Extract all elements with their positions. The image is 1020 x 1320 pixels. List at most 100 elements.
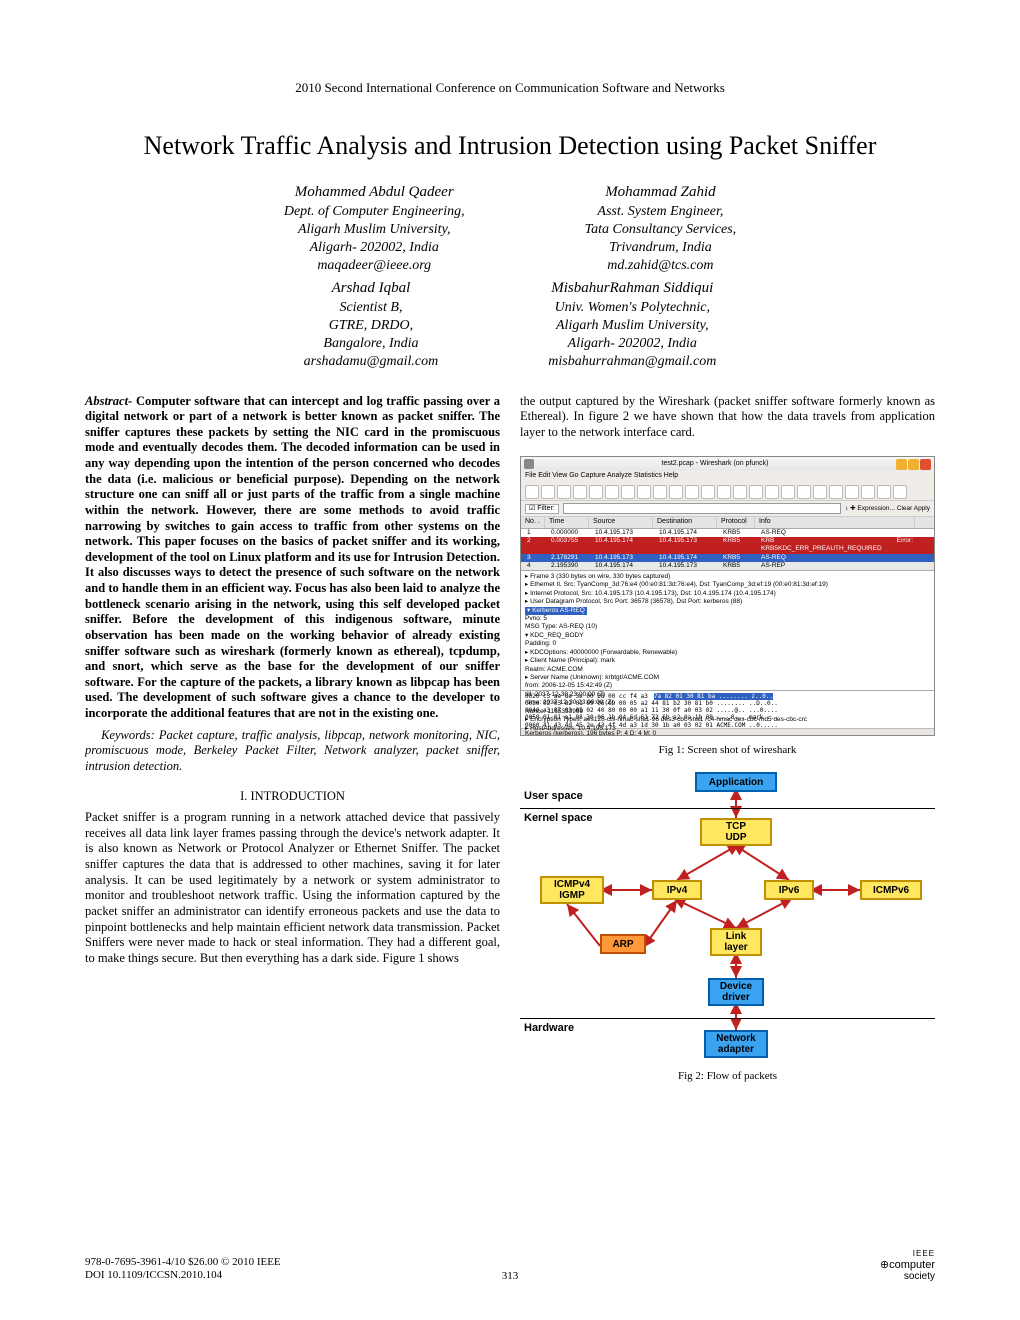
ws-packet-row[interactable]: 10.00000010.4.195.17310.4.195.174KRB5AS-… — [521, 529, 934, 537]
ws-toolbar-icon[interactable] — [541, 485, 555, 499]
maximize-icon[interactable] — [908, 459, 919, 470]
logo-ieee: IEEE — [880, 1249, 935, 1258]
ws-toolbar-icon[interactable] — [829, 485, 843, 499]
ws-column-header[interactable]: No. . — [521, 517, 545, 528]
abstract-label: Abstract- — [85, 394, 132, 408]
ws-toolbar[interactable] — [521, 483, 934, 501]
ws-toolbar-icon[interactable] — [605, 485, 619, 499]
authors-row-1: Mohammed Abdul Qadeer Dept. of Computer … — [85, 183, 935, 275]
ws-toolbar-icon[interactable] — [877, 485, 891, 499]
flow-node-icmp6: ICMPv6 — [860, 880, 922, 900]
ws-toolbar-icon[interactable] — [749, 485, 763, 499]
ws-column-header[interactable]: Protocol — [717, 517, 755, 528]
doi-line: DOI 10.1109/ICCSN.2010.104 — [85, 1269, 281, 1282]
ws-packet-header: No. .TimeSourceDestinationProtocolInfo — [521, 517, 934, 529]
ws-toolbar-icon[interactable] — [845, 485, 859, 499]
flow-node-ipv6: IPv6 — [764, 880, 814, 900]
author-3: Arshad Iqbal Scientist B, GTRE, DRDO, Ba… — [304, 279, 439, 371]
ws-column-header[interactable]: Source — [589, 517, 653, 528]
author-affil: Aligarh Muslim University, — [284, 221, 465, 239]
ws-toolbar-icon[interactable] — [765, 485, 779, 499]
close-icon[interactable] — [920, 459, 931, 470]
ws-toolbar-icon[interactable] — [733, 485, 747, 499]
author-name: Mohammed Abdul Qadeer — [284, 183, 465, 203]
author-name: Arshad Iqbal — [304, 279, 439, 299]
ws-toolbar-icon[interactable] — [557, 485, 571, 499]
intro-paragraph: Packet sniffer is a program running in a… — [85, 810, 500, 966]
two-column-body: Abstract- Computer software that can int… — [85, 394, 935, 1098]
ws-toolbar-icon[interactable] — [525, 485, 539, 499]
flow-node-icmp4: ICMPv4IGMP — [540, 876, 604, 904]
page-number: 313 — [502, 1270, 519, 1282]
ws-toolbar-icon[interactable] — [653, 485, 667, 499]
flow-node-ipv4: IPv4 — [652, 880, 702, 900]
author-affil: Dept. of Computer Engineering, — [284, 203, 465, 221]
col2-paragraph: the output captured by the Wireshark (pa… — [520, 394, 935, 441]
kernel-space-label: Kernel space — [524, 812, 592, 826]
author-affil: Aligarh- 202002, India — [284, 239, 465, 257]
hardware-label: Hardware — [524, 1022, 574, 1036]
author-affil: GTRE, DRDO, — [304, 317, 439, 335]
author-name: MisbahurRahman Siddiqui — [548, 279, 716, 299]
keywords-text: Keywords: Packet capture, traffic analys… — [85, 728, 500, 773]
minimize-icon[interactable] — [896, 459, 907, 470]
ieee-cs-logo: IEEE ⊕computer society — [880, 1249, 935, 1282]
keywords: Keywords: Packet capture, traffic analys… — [85, 728, 500, 775]
author-affil: Aligarh- 202002, India — [548, 335, 716, 353]
author-affil: Univ. Women's Polytechnic, — [548, 299, 716, 317]
abstract-text: Computer software that can intercept and… — [85, 394, 500, 721]
author-email: maqadeer@ieee.org — [284, 257, 465, 275]
left-column: Abstract- Computer software that can int… — [85, 394, 500, 1098]
abstract: Abstract- Computer software that can int… — [85, 394, 500, 722]
ws-toolbar-icon[interactable] — [621, 485, 635, 499]
flow-node-driver: Devicedriver — [708, 978, 764, 1006]
ws-toolbar-icon[interactable] — [797, 485, 811, 499]
author-affil: Scientist B, — [304, 299, 439, 317]
ws-packet-row[interactable]: 20.00375510.4.195.17410.4.195.173KRB5KRB… — [521, 537, 934, 553]
ws-toolbar-icon[interactable] — [573, 485, 587, 499]
author-affil: Trivandrum, India — [585, 239, 737, 257]
ws-packet-list[interactable]: No. .TimeSourceDestinationProtocolInfo 1… — [521, 517, 934, 569]
author-affil: Asst. System Engineer, — [585, 203, 737, 221]
ws-menubar[interactable]: File Edit View Go Capture Analyze Statis… — [521, 471, 934, 483]
ws-column-header[interactable]: Destination — [653, 517, 717, 528]
ws-toolbar-icon[interactable] — [861, 485, 875, 499]
ws-toolbar-icon[interactable] — [717, 485, 731, 499]
flow-divider — [520, 1018, 935, 1019]
ws-filterbar: ☑ Filter: ↕ ✚ Expression... Clear Apply — [521, 501, 934, 517]
logo-society: society — [880, 1271, 935, 1282]
conference-header: 2010 Second International Conference on … — [85, 80, 935, 96]
logo-computer: ⊕computer — [880, 1258, 935, 1271]
filter-buttons[interactable]: ↕ ✚ Expression... Clear Apply — [845, 505, 930, 513]
ws-statusbar: Kerberos (kerberos), 196 bytes P: 4 D: 4… — [521, 728, 934, 737]
ws-sys-icon — [524, 459, 534, 469]
filter-input[interactable] — [563, 503, 841, 514]
flow-node-app: Application — [695, 772, 777, 792]
author-affil: Aligarh Muslim University, — [548, 317, 716, 335]
author-1: Mohammed Abdul Qadeer Dept. of Computer … — [284, 183, 465, 275]
footer-left: 978-0-7695-3961-4/10 $26.00 © 2010 IEEE … — [85, 1256, 281, 1282]
page-footer: 978-0-7695-3961-4/10 $26.00 © 2010 IEEE … — [85, 1249, 935, 1282]
ws-hex-pane[interactable]: 0020 c3 ae 8e 3e 00 58 00 cc f4 a3 7a 82… — [521, 690, 934, 728]
wireshark-screenshot: test2.pcap - Wireshark (on pfunck) File … — [520, 456, 935, 736]
ws-toolbar-icon[interactable] — [701, 485, 715, 499]
ws-toolbar-icon[interactable] — [685, 485, 699, 499]
ws-column-header[interactable]: Info — [755, 517, 915, 528]
ws-toolbar-icon[interactable] — [589, 485, 603, 499]
author-email: md.zahid@tcs.com — [585, 257, 737, 275]
ws-packet-row[interactable]: 32.17829110.4.195.17310.4.195.174KRB5AS-… — [521, 554, 934, 562]
ws-packet-details[interactable]: ▸ Frame 3 (330 bytes on wire, 330 bytes … — [521, 570, 934, 690]
ws-toolbar-icon[interactable] — [637, 485, 651, 499]
ws-column-header[interactable]: Time — [545, 517, 589, 528]
author-4: MisbahurRahman Siddiqui Univ. Women's Po… — [548, 279, 716, 371]
ws-toolbar-icon[interactable] — [669, 485, 683, 499]
fig1-caption: Fig 1: Screen shot of wireshark — [520, 744, 935, 758]
flow-divider — [520, 808, 935, 809]
author-email: arshadamu@gmail.com — [304, 353, 439, 371]
ws-toolbar-icon[interactable] — [781, 485, 795, 499]
ws-toolbar-icon[interactable] — [893, 485, 907, 499]
ws-toolbar-icon[interactable] — [813, 485, 827, 499]
ws-packet-row[interactable]: 42.19539010.4.195.17410.4.195.173KRB5AS-… — [521, 562, 934, 570]
author-name: Mohammad Zahid — [585, 183, 737, 203]
flow-node-arp: ARP — [600, 934, 646, 954]
